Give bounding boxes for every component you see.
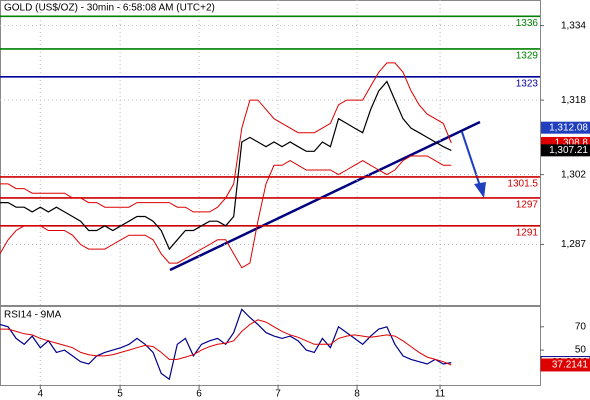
level-label: 1297 xyxy=(516,200,539,211)
arrow-head xyxy=(474,182,486,198)
y-tick-label: 1,334 xyxy=(561,20,586,31)
x-tick-label: 5 xyxy=(117,389,123,400)
price-label: 1,312.08 xyxy=(549,122,588,133)
last-value-box xyxy=(540,358,590,372)
x-tick-label: 11 xyxy=(435,389,446,400)
x-tick-label: 7 xyxy=(275,389,281,400)
rsi-panel xyxy=(0,306,541,386)
last-value-label: 37.2141 xyxy=(552,360,589,371)
y-tick-label: 50 xyxy=(575,345,587,356)
series-line xyxy=(0,319,452,366)
series-line xyxy=(0,308,452,381)
trend-line xyxy=(169,120,481,272)
level-label: 1329 xyxy=(516,51,539,62)
x-tick-label: 4 xyxy=(38,389,44,400)
level-label: 1323 xyxy=(516,78,539,89)
price-label-box xyxy=(541,121,590,134)
price-panel xyxy=(0,0,541,306)
price-label-box xyxy=(541,144,590,157)
series-line xyxy=(0,155,452,269)
level-label: 1301.5 xyxy=(507,179,538,190)
price-label: 1,307.21 xyxy=(549,145,588,156)
series-line xyxy=(0,80,452,251)
y-tick-label: 70 xyxy=(575,321,587,332)
level-label: 1291 xyxy=(516,227,539,238)
y-tick-label: 1,287 xyxy=(561,239,586,250)
chart-title: GOLD (US$/OZ) - 30min - 6:58:08 AM (UTC+… xyxy=(4,3,215,14)
level-label: 1336 xyxy=(516,18,539,29)
x-tick-label: 8 xyxy=(354,389,360,400)
x-tick-label: 6 xyxy=(196,389,202,400)
y-tick-label: 1,302 xyxy=(561,169,586,180)
price-label: 1,308.8 xyxy=(555,138,589,149)
y-tick-label: 1,318 xyxy=(561,95,586,106)
rsi-title: RSI14 - 9MA xyxy=(4,310,62,321)
series-line xyxy=(0,62,452,213)
